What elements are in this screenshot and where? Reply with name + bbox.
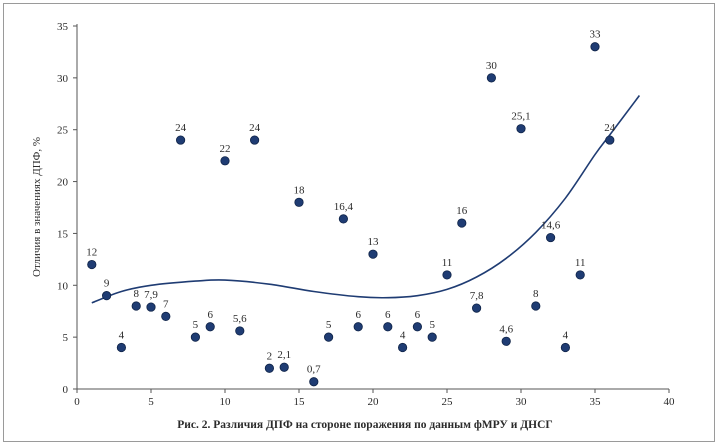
y-tick-label: 25	[57, 125, 69, 137]
data-point	[87, 259, 97, 270]
data-label: 2	[267, 350, 273, 362]
data-point	[545, 232, 556, 243]
data-label: 12	[86, 247, 97, 259]
data-point	[605, 135, 615, 145]
data-label: 11	[442, 257, 453, 269]
figure-caption: Рис. 2. Различия ДПФ на стороне поражени…	[177, 419, 552, 431]
data-label: 8	[533, 288, 539, 300]
data-point	[294, 197, 304, 207]
data-point	[250, 135, 260, 145]
trendline	[91, 95, 641, 304]
axes	[73, 24, 670, 393]
data-point	[368, 249, 378, 259]
data-label: 4	[563, 330, 569, 342]
x-tick-label: 40	[664, 396, 676, 408]
data-point	[531, 301, 541, 311]
y-tick-label: 10	[57, 280, 69, 292]
data-label: 7,9	[144, 289, 158, 301]
data-label: 6	[385, 309, 391, 321]
y-tick-label: 15	[57, 228, 69, 240]
data-point	[205, 322, 215, 332]
data-label: 5	[193, 319, 199, 331]
data-point	[442, 270, 452, 280]
data-point	[486, 73, 496, 83]
data-points	[87, 42, 615, 387]
data-label: 7,8	[470, 290, 484, 302]
y-axis-label: Отличия в значениях ДПФ, %	[31, 137, 43, 277]
data-point	[575, 270, 585, 280]
data-point	[338, 214, 348, 224]
data-label: 6	[355, 309, 361, 321]
data-point	[353, 322, 363, 332]
data-point	[235, 326, 245, 336]
data-point	[560, 342, 571, 353]
data-point	[323, 332, 334, 342]
data-label: 33	[590, 29, 602, 41]
data-label: 4	[400, 330, 406, 342]
x-tick-label: 20	[368, 396, 380, 408]
data-label: 22	[220, 143, 231, 155]
data-point	[190, 332, 200, 342]
data-label: 4	[119, 330, 125, 342]
data-label: 16,4	[334, 201, 354, 213]
data-label: 5	[429, 319, 435, 331]
data-label: 5	[326, 319, 332, 331]
data-label: 4,6	[499, 323, 513, 335]
data-label: 24	[175, 122, 187, 134]
data-point	[309, 377, 319, 387]
x-tick-label: 35	[590, 396, 602, 408]
data-label: 14,6	[541, 220, 561, 232]
x-tick-label: 10	[220, 396, 232, 408]
data-point	[397, 342, 408, 353]
data-point	[590, 42, 600, 52]
x-tick-label: 15	[294, 396, 306, 408]
y-tick-label: 20	[57, 177, 69, 189]
data-point	[264, 363, 274, 373]
data-point	[383, 322, 393, 332]
data-point	[471, 303, 482, 313]
data-label: 2,1	[277, 349, 291, 361]
data-point	[279, 362, 289, 372]
data-label: 24	[249, 122, 261, 134]
data-label: 13	[368, 236, 380, 248]
data-label: 0,7	[307, 364, 321, 376]
data-label: 25,1	[511, 111, 530, 123]
x-tick-label: 25	[442, 396, 454, 408]
x-tick-label: 0	[74, 396, 80, 408]
data-label: 30	[486, 60, 498, 72]
chart-frame	[3, 3, 715, 442]
y-tick-label: 35	[57, 21, 69, 33]
data-label: 8	[133, 288, 139, 300]
data-label: 16	[456, 205, 468, 217]
data-point	[161, 311, 171, 321]
data-point	[146, 302, 156, 312]
data-label: 6	[207, 309, 213, 321]
data-label: 9	[104, 278, 110, 290]
data-label: 7	[163, 298, 169, 310]
data-point	[457, 218, 467, 228]
data-point	[102, 291, 112, 301]
data-point	[501, 336, 511, 346]
data-point	[516, 124, 526, 134]
y-tick-label: 5	[63, 332, 69, 344]
data-point	[131, 301, 141, 311]
x-tick-label: 5	[148, 396, 154, 408]
data-label: 11	[575, 257, 586, 269]
data-point	[116, 342, 127, 353]
data-label: 6	[415, 309, 421, 321]
data-point	[412, 322, 422, 332]
data-label: 18	[294, 184, 306, 196]
data-label: 5,6	[233, 313, 247, 325]
y-tick-label: 30	[57, 73, 69, 85]
data-label: 24	[604, 122, 616, 134]
data-point	[220, 156, 230, 166]
data-point	[176, 135, 186, 145]
data-point	[427, 332, 437, 342]
x-tick-label: 30	[516, 396, 528, 408]
y-tick-label: 0	[63, 384, 69, 396]
